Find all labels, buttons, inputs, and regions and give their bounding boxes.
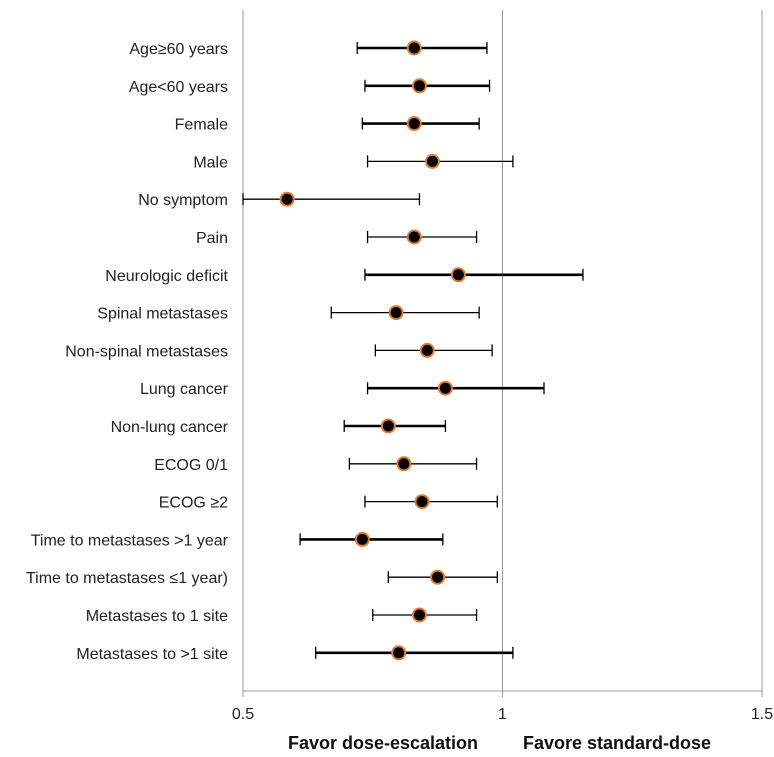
- point-estimate: [430, 569, 446, 585]
- x-label-left: Favor dose-escalation: [288, 733, 478, 753]
- forest-row: Neurologic deficit: [105, 267, 584, 285]
- forest-row: Lung cancer: [140, 380, 545, 398]
- x-tick-label: 1: [498, 706, 507, 723]
- row-label: Neurologic deficit: [105, 268, 228, 285]
- x-label-right: Favore standard-dose: [523, 733, 711, 753]
- row-label: Pain: [196, 230, 228, 247]
- point-estimate: [414, 494, 430, 510]
- row-label: ECOG ≥2: [159, 495, 228, 512]
- row-label: Metastases to 1 site: [86, 608, 228, 625]
- point-estimate: [406, 40, 422, 56]
- point-estimate: [419, 342, 435, 358]
- point-estimate: [424, 153, 440, 169]
- x-tick-label: 1.5: [751, 706, 773, 723]
- forest-row: Female: [175, 116, 480, 134]
- forest-row: Age≥60 years: [129, 40, 488, 58]
- point-estimate: [279, 191, 295, 207]
- row-label: Female: [175, 117, 228, 134]
- axis-labels: Favor dose-escalation Favore standard-do…: [288, 733, 711, 753]
- forest-row: Metastases to 1 site: [86, 607, 478, 625]
- row-label: Non-lung cancer: [111, 419, 229, 436]
- row-label: Metastases to >1 site: [76, 646, 228, 663]
- point-estimate: [380, 418, 396, 434]
- forest-row: Time to metastases >1 year: [31, 531, 444, 549]
- forest-row: Metastases to >1 site: [76, 645, 514, 663]
- forest-row: Age<60 years: [129, 78, 491, 96]
- forest-rows: Age≥60 years Age<60 years Female Male No sym…: [26, 40, 584, 663]
- forest-row: ECOG ≥2: [159, 494, 498, 512]
- row-label: No symptom: [138, 192, 228, 209]
- row-label: Lung cancer: [140, 381, 229, 398]
- point-estimate: [406, 229, 422, 245]
- row-label: Time to metastases ≤1 year): [26, 570, 228, 587]
- forest-row: Male: [193, 153, 514, 171]
- row-label: Non-spinal metastases: [65, 343, 228, 360]
- row-label: ECOG 0/1: [154, 457, 228, 474]
- row-label: Spinal metastases: [97, 306, 228, 323]
- point-estimate: [354, 531, 370, 547]
- point-estimate: [411, 607, 427, 623]
- point-estimate: [437, 380, 453, 396]
- x-tick-label: 0.5: [232, 706, 254, 723]
- forest-row: ECOG 0/1: [154, 456, 478, 474]
- point-estimate: [396, 456, 412, 472]
- point-estimate: [388, 305, 404, 321]
- point-estimate: [411, 78, 427, 94]
- point-estimate: [450, 267, 466, 283]
- forest-row: Spinal metastases: [97, 305, 480, 323]
- forest-row: Non-lung cancer: [111, 418, 447, 436]
- row-label: Age<60 years: [129, 79, 228, 96]
- row-label: Male: [193, 154, 228, 171]
- forest-row: Non-spinal metastases: [65, 342, 493, 360]
- point-estimate: [391, 645, 407, 661]
- row-label: Age≥60 years: [129, 41, 228, 58]
- row-label: Time to metastases >1 year: [31, 532, 229, 549]
- point-estimate: [406, 116, 422, 132]
- axes: 0.5 1 1.5: [232, 10, 773, 723]
- forest-row: Time to metastases ≤1 year): [26, 569, 498, 587]
- forest-row: Pain: [196, 229, 478, 247]
- forest-row: No symptom: [138, 191, 421, 209]
